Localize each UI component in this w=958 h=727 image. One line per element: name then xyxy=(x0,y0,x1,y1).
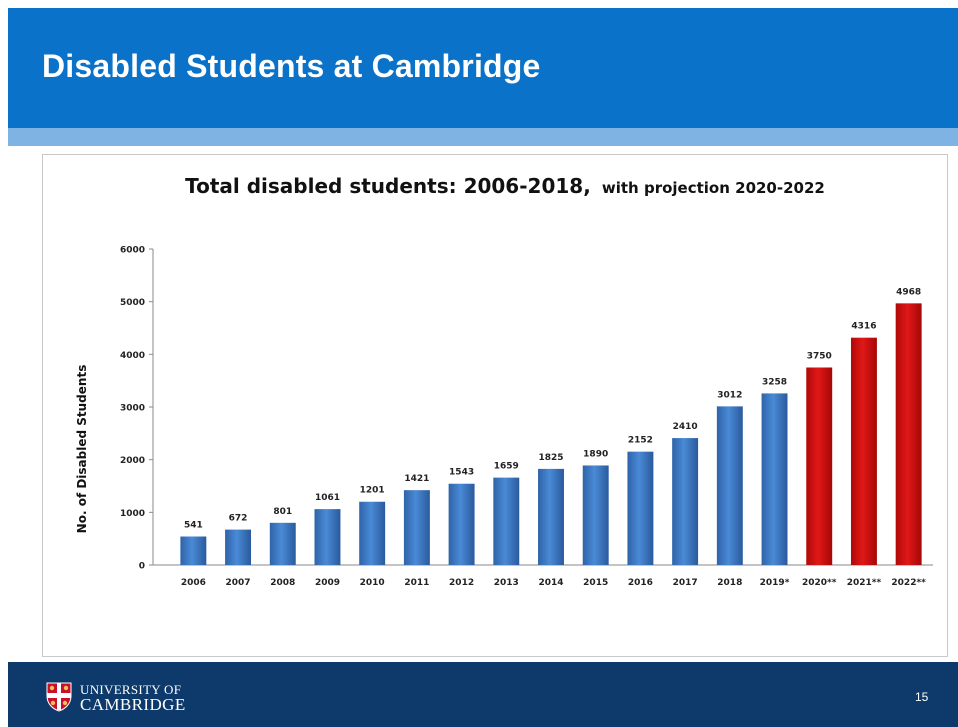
bar-2019 xyxy=(761,393,788,565)
bar-2016 xyxy=(627,451,654,565)
data-label: 3012 xyxy=(717,390,742,400)
x-tick-label: 2016 xyxy=(628,578,653,588)
x-tick-label: 2010 xyxy=(360,578,385,588)
y-axis-label: No. of Disabled Students xyxy=(75,365,89,534)
bar-2008 xyxy=(269,522,296,565)
y-tick-label: 2000 xyxy=(120,456,145,466)
data-label: 1659 xyxy=(494,462,519,472)
bar-2009 xyxy=(314,509,341,565)
x-tick-label: 2018 xyxy=(717,578,742,588)
x-tick-label: 2008 xyxy=(270,578,295,588)
data-label: 1201 xyxy=(360,486,385,496)
data-label: 801 xyxy=(273,507,292,517)
x-tick-label: 2014 xyxy=(538,578,563,588)
data-label: 541 xyxy=(184,521,203,531)
x-tick-label: 2007 xyxy=(226,578,251,588)
x-tick-label: 2013 xyxy=(494,578,519,588)
x-tick-label: 2017 xyxy=(673,578,698,588)
slide-title: Disabled Students at Cambridge xyxy=(42,48,541,84)
logo-line1: UNIVERSITY OF xyxy=(80,682,182,697)
bar-2006 xyxy=(180,536,207,565)
x-tick-label: 2021** xyxy=(847,578,882,588)
data-label: 1543 xyxy=(449,468,474,478)
bar-2022 xyxy=(895,303,922,565)
bars: 541 672 801 1061 1201 1421 1543 1659 1825 1890 215… xyxy=(180,287,922,565)
y-tick-label: 6000 xyxy=(120,246,145,256)
data-label: 4316 xyxy=(851,322,876,332)
data-label: 1061 xyxy=(315,493,340,503)
slide-header xyxy=(8,8,958,128)
slide-footer xyxy=(8,662,958,727)
x-tick-label: 2015 xyxy=(583,578,608,588)
bar-2018 xyxy=(716,406,743,565)
data-label: 2152 xyxy=(628,436,653,446)
y-tick-label: 1000 xyxy=(120,509,145,519)
bar-2011 xyxy=(403,490,430,565)
bar-2010 xyxy=(359,501,386,565)
y-tick-label: 3000 xyxy=(120,404,145,414)
bar-2012 xyxy=(448,483,475,565)
data-label: 3258 xyxy=(762,377,787,387)
header-stripe xyxy=(8,128,958,146)
x-tick-label: 2019* xyxy=(760,578,790,588)
y-tick-label: 0 xyxy=(139,562,145,572)
data-label: 1890 xyxy=(583,449,608,459)
bar-2021 xyxy=(850,337,877,565)
bar-chart: Total disabled students: 2006-2018, with… xyxy=(75,174,933,588)
x-tick-label: 2012 xyxy=(449,578,474,588)
data-label: 2410 xyxy=(673,422,698,432)
chart-title: Total disabled students: 2006-2018, with… xyxy=(185,174,825,198)
bar-2007 xyxy=(225,529,252,565)
x-tick-label: 2020** xyxy=(802,578,837,588)
bar-2020 xyxy=(806,367,833,565)
bar-2013 xyxy=(493,477,520,565)
x-tick-label: 2022** xyxy=(891,578,926,588)
bar-2017 xyxy=(672,438,699,565)
y-tick-label: 5000 xyxy=(120,298,145,308)
x-tick-label: 2009 xyxy=(315,578,340,588)
chart-title-sub: with projection 2020-2022 xyxy=(602,179,825,197)
cambridge-shield-icon xyxy=(46,682,72,712)
x-tick-label: 2006 xyxy=(181,578,206,588)
data-label: 672 xyxy=(229,514,248,524)
y-tick-label: 4000 xyxy=(120,351,145,361)
data-label: 1421 xyxy=(404,474,429,484)
data-label: 4968 xyxy=(896,287,921,297)
bar-2015 xyxy=(582,465,609,565)
x-tick-label: 2011 xyxy=(404,578,429,588)
logo-line2: CAMBRIDGE xyxy=(80,695,186,714)
data-label: 3750 xyxy=(807,352,832,362)
university-logo: UNIVERSITY OF CAMBRIDGE xyxy=(46,682,186,714)
page-number: 15 xyxy=(915,690,929,704)
chart-panel: Total disabled students: 2006-2018, with… xyxy=(42,154,948,657)
chart-title-main: Total disabled students: 2006-2018, xyxy=(185,174,591,198)
data-label: 1825 xyxy=(538,453,563,463)
bar-2014 xyxy=(538,468,564,565)
